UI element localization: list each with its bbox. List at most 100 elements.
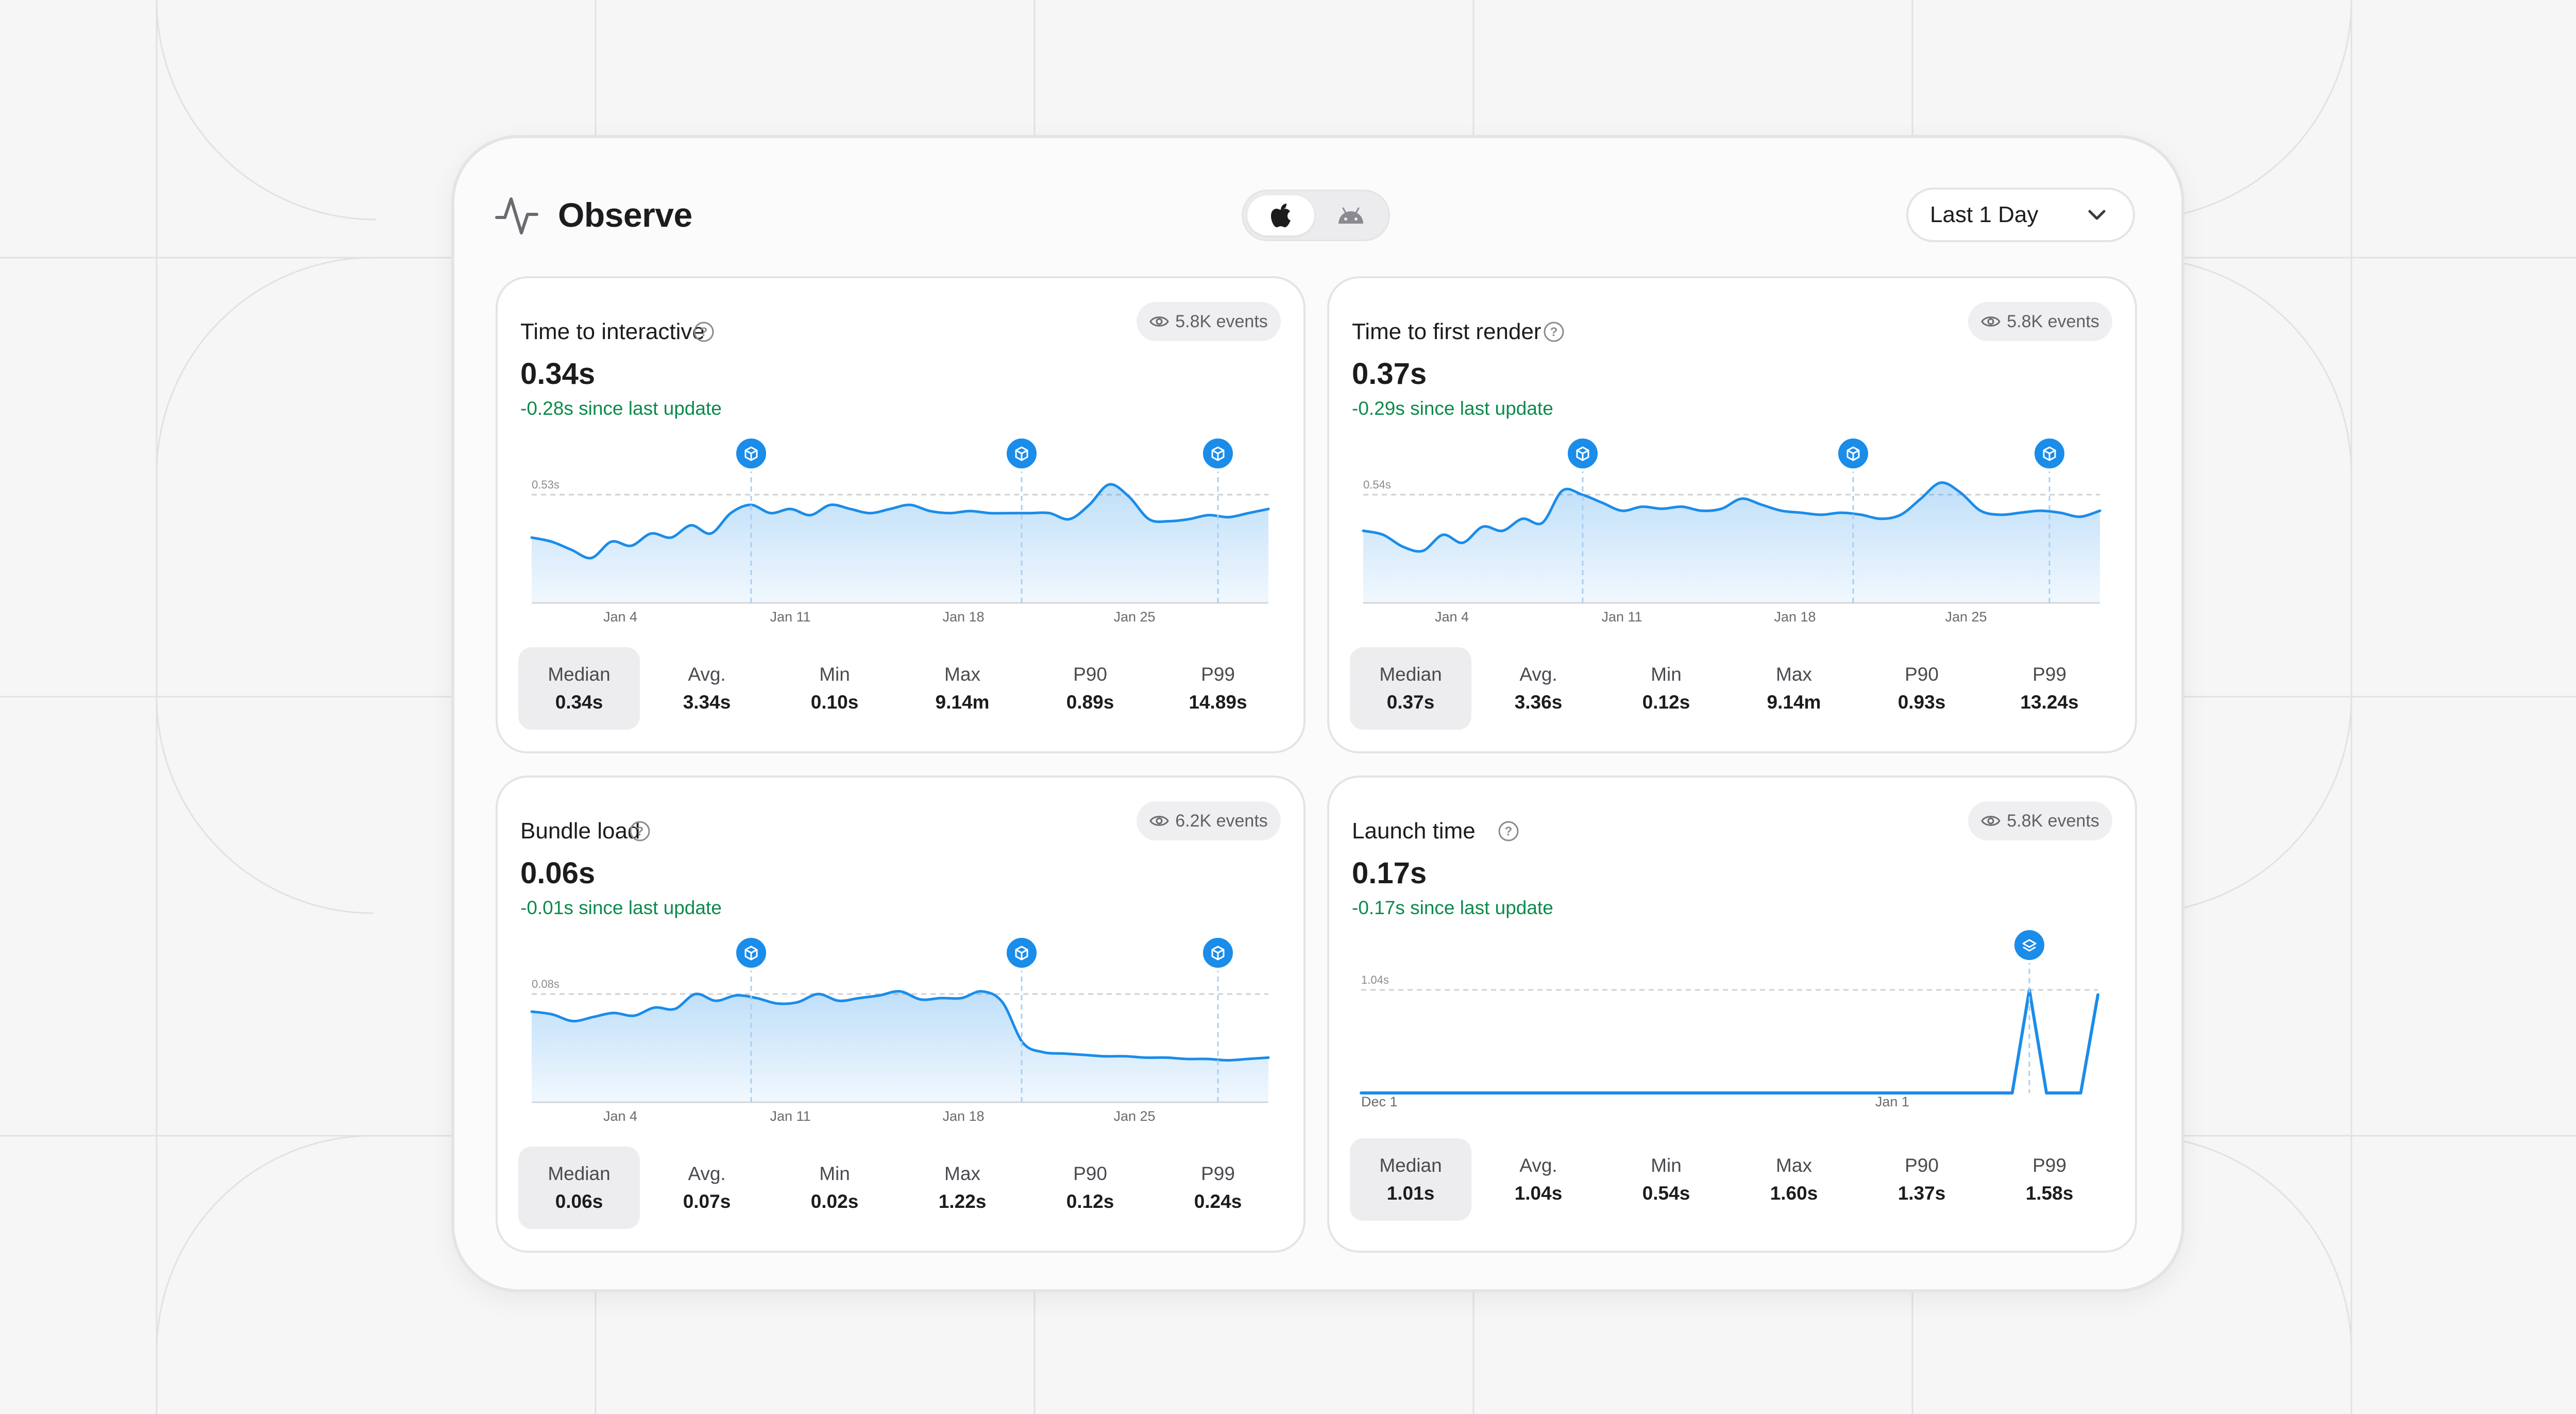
stat-min[interactable]: Min 0.02s: [774, 1147, 895, 1229]
platform-toggle: [1242, 190, 1390, 241]
stat-avg[interactable]: Avg. 1.04s: [1478, 1138, 1599, 1221]
stat-value: 9.14m: [935, 692, 990, 713]
svg-text:?: ?: [1505, 824, 1513, 838]
stat-value: 13.24s: [2020, 692, 2079, 713]
chart-series-line: [530, 990, 1270, 1062]
package-icon[interactable]: [1835, 435, 1871, 472]
package-icon[interactable]: [1200, 435, 1236, 472]
stat-label: Min: [819, 1163, 850, 1184]
stat-value: 0.54s: [1642, 1183, 1690, 1204]
apple-icon: [1271, 204, 1291, 227]
stats-row: Median 0.34s Avg. 3.34s Min 0.10s Max 9.14m P90 0…: [518, 647, 1283, 730]
stat-avg[interactable]: Avg. 3.34s: [646, 647, 768, 730]
stat-median[interactable]: Median 0.37s: [1350, 647, 1471, 730]
stat-value: 0.37s: [1386, 692, 1435, 713]
events-badge: 6.2K events: [1137, 801, 1281, 840]
reference-label: 0.54s: [1363, 478, 1391, 491]
stat-value: 0.34s: [555, 692, 603, 713]
stat-value: 1.58s: [2025, 1183, 2074, 1204]
eye-icon: [1981, 816, 2001, 826]
card-title: Launch time: [1352, 818, 1476, 844]
stat-label: Max: [1776, 664, 1812, 685]
layers-icon[interactable]: [2011, 927, 2047, 963]
stats-row: Median 0.06s Avg. 0.07s Min 0.02s Max 1.22s P90 0…: [518, 1147, 1283, 1229]
stat-p90[interactable]: P90 0.89s: [1029, 647, 1151, 730]
stat-max[interactable]: Max 9.14m: [902, 647, 1023, 730]
stat-label: Avg.: [688, 664, 726, 685]
question-circle-icon[interactable]: ?: [1543, 321, 1565, 343]
chart-area: [1363, 482, 2100, 603]
x-tick-label: Jan 4: [603, 1108, 637, 1124]
package-icon[interactable]: [1004, 435, 1040, 472]
package-icon[interactable]: [733, 935, 769, 971]
svg-text:?: ?: [1550, 325, 1558, 339]
stat-value: 1.60s: [1770, 1183, 1818, 1204]
reference-label: 0.08s: [532, 978, 560, 990]
stat-max[interactable]: Max 1.22s: [902, 1147, 1023, 1229]
stat-value: 1.37s: [1897, 1183, 1946, 1204]
stat-min[interactable]: Min 0.54s: [1605, 1138, 1727, 1221]
stat-value: 0.07s: [683, 1191, 731, 1212]
eye-icon: [1981, 316, 2001, 327]
chart-series-line: [1360, 988, 2099, 1095]
stat-p99[interactable]: P99 14.89s: [1157, 647, 1279, 730]
platform-android-button[interactable]: [1317, 195, 1384, 235]
metric-value: 0.34s: [520, 357, 596, 391]
stat-value: 0.10s: [810, 692, 859, 713]
stat-label: Max: [1776, 1155, 1812, 1176]
stat-max[interactable]: Max 1.60s: [1733, 1138, 1855, 1221]
android-icon: [1338, 207, 1363, 224]
stat-min[interactable]: Min 0.12s: [1605, 647, 1727, 730]
stat-p90[interactable]: P90 0.12s: [1029, 1147, 1151, 1229]
stat-p99[interactable]: P99 1.58s: [1989, 1138, 2110, 1221]
platform-ios-button[interactable]: [1247, 195, 1314, 235]
time-to-interactive-card: Time to interactive? 5.8K events 0.34s -0.2…: [496, 276, 1306, 753]
metric-value: 0.06s: [520, 856, 596, 890]
time-range-dropdown[interactable]: Last 1 Day: [1906, 188, 2135, 242]
bundle-load-card: Bundle load? 6.2K events 0.06s -0.01s since…: [496, 776, 1306, 1253]
stat-value: 1.04s: [1514, 1183, 1563, 1204]
eye-icon: [1149, 316, 1169, 327]
stat-p99[interactable]: P99 0.24s: [1157, 1147, 1279, 1229]
package-icon[interactable]: [1004, 935, 1040, 971]
stat-avg[interactable]: Avg. 3.36s: [1478, 647, 1599, 730]
stat-value: 3.34s: [683, 692, 731, 713]
question-circle-icon[interactable]: ?: [629, 820, 651, 843]
stat-value: 0.06s: [555, 1191, 603, 1212]
stat-value: 9.14m: [1767, 692, 1821, 713]
x-tick-label: Jan 18: [1774, 609, 1816, 625]
stats-row: Median 0.37s Avg. 3.36s Min 0.12s Max 9.14m P90 0…: [1350, 647, 2114, 730]
stat-median[interactable]: Median 0.34s: [518, 647, 640, 730]
stat-label: P90: [1905, 664, 1939, 685]
stat-value: 3.36s: [1514, 692, 1563, 713]
stat-label: P90: [1073, 664, 1107, 685]
stat-label: Median: [1379, 1155, 1442, 1176]
card-title: Time to first render: [1352, 319, 1541, 344]
chevron-down-icon: [2088, 210, 2106, 220]
package-icon[interactable]: [2031, 435, 2067, 472]
svg-text:?: ?: [636, 824, 644, 838]
x-tick-label: Jan 25: [1113, 609, 1155, 625]
events-count: 5.8K events: [2007, 311, 2099, 331]
stat-max[interactable]: Max 9.14m: [1733, 647, 1855, 730]
question-circle-icon[interactable]: ?: [692, 321, 715, 343]
package-icon[interactable]: [1565, 435, 1601, 472]
stat-label: P99: [1201, 664, 1235, 685]
x-tick-label: Jan 1: [1875, 1094, 1909, 1109]
stat-avg[interactable]: Avg. 0.07s: [646, 1147, 768, 1229]
x-tick-label: Jan 11: [1601, 609, 1642, 625]
package-icon[interactable]: [733, 435, 769, 472]
stat-p90[interactable]: P90 1.37s: [1861, 1138, 1982, 1221]
stat-label: Avg.: [688, 1163, 726, 1184]
events-count: 5.8K events: [1175, 311, 1268, 331]
stat-p90[interactable]: P90 0.93s: [1861, 647, 1982, 730]
stat-median[interactable]: Median 0.06s: [518, 1147, 640, 1229]
question-circle-icon[interactable]: ?: [1497, 820, 1520, 843]
stat-p99[interactable]: P99 13.24s: [1989, 647, 2110, 730]
x-tick-label: Jan 4: [603, 609, 637, 625]
stat-median[interactable]: Median 1.01s: [1350, 1138, 1471, 1221]
events-count: 5.8K events: [2007, 811, 2099, 831]
stat-label: Max: [944, 664, 980, 685]
package-icon[interactable]: [1200, 935, 1236, 971]
stat-min[interactable]: Min 0.10s: [774, 647, 895, 730]
